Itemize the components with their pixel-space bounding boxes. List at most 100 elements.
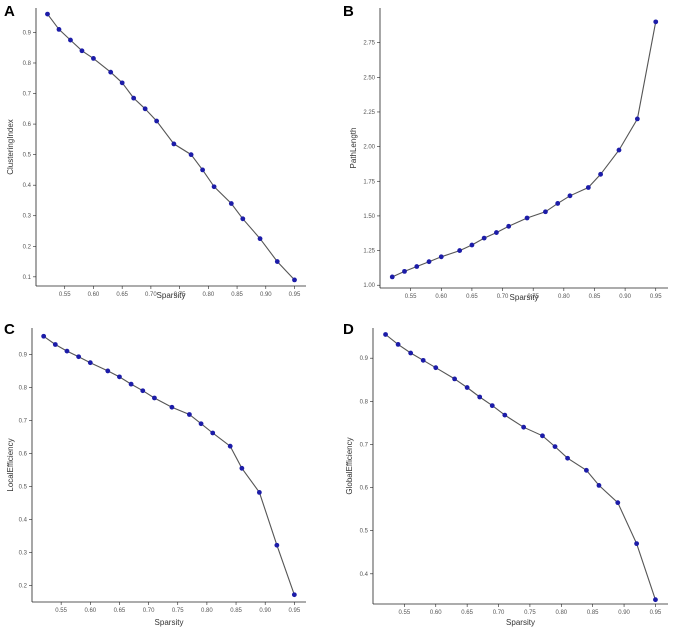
data-point [457, 248, 463, 253]
data-point [420, 357, 426, 363]
data-point [540, 433, 545, 439]
y-tick-label: 0.9 [23, 30, 32, 36]
panel-letter: A [4, 3, 15, 20]
data-point [240, 216, 246, 222]
panel-letter: B [343, 3, 354, 20]
series-line [392, 21, 657, 278]
data-point [142, 106, 148, 112]
data-point [585, 185, 591, 190]
y-tick-label: 0.4 [23, 183, 32, 189]
data-point [108, 69, 114, 75]
y-tick-label: 0.6 [23, 122, 32, 128]
data-point [502, 412, 508, 418]
x-tick-label: 0.70 [497, 294, 509, 300]
data-point [543, 209, 548, 215]
x-axis-title: Sparsity [155, 618, 184, 627]
data-point [433, 365, 439, 371]
data-point [464, 385, 470, 390]
y-tick-label: 0.4 [19, 517, 28, 523]
data-point [211, 184, 217, 190]
data-point [615, 500, 621, 506]
y-tick-label: 0.9 [19, 352, 28, 358]
y-tick-label: 0.2 [19, 583, 28, 589]
y-tick-label: 0.3 [19, 550, 28, 556]
data-point [584, 467, 589, 473]
data-point [76, 354, 82, 360]
data-point [469, 242, 475, 248]
y-tick-label: 1.50 [363, 214, 375, 220]
data-point [187, 412, 192, 417]
data-point [408, 350, 414, 356]
data-point [521, 424, 527, 430]
y-tick-label: 0.1 [23, 275, 32, 281]
y-axis-title: GlobalEfficiency [345, 437, 354, 494]
series-line [43, 335, 295, 595]
panel-letter: D [343, 321, 354, 338]
data-point [152, 395, 157, 401]
data-point [256, 490, 262, 495]
panel-a: A 0.55 0.60 0.65 0.70 0.75 0.80 0.85 0.90 0.95 0.1… [4, 3, 306, 300]
series-line [385, 334, 656, 600]
data-point [414, 264, 420, 269]
data-point [119, 80, 125, 86]
data-point [395, 341, 401, 347]
data-point [494, 230, 499, 235]
y-axis-title: ClusteringIndex [6, 119, 15, 175]
x-tick-label: 0.75 [172, 608, 184, 614]
x-tick-label: 0.60 [430, 610, 442, 616]
x-tick-label: 0.95 [289, 292, 301, 298]
x-tick-label: 0.80 [202, 292, 214, 298]
x-tick-label: 0.70 [143, 608, 155, 614]
data-point [426, 259, 432, 265]
data-point [128, 381, 134, 387]
y-tick-label: 0.7 [360, 442, 369, 448]
y-tick-label: 1.75 [363, 179, 375, 185]
y-tick-label: 0.7 [23, 92, 32, 98]
data-point [140, 388, 146, 394]
data-point [79, 48, 85, 54]
x-tick-label: 0.65 [461, 610, 473, 616]
data-point [171, 141, 177, 147]
x-tick-label: 0.55 [59, 292, 71, 298]
data-point [200, 167, 205, 173]
panel-c: C 0.55 0.60 0.65 0.70 0.75 0.80 0.85 0.90 0.95 0.2… [4, 321, 306, 627]
x-tick-label: 0.85 [230, 608, 242, 614]
x-tick-label: 0.55 [55, 608, 67, 614]
data-point [188, 152, 194, 158]
y-tick-label: 0.6 [19, 451, 28, 457]
y-tick-label: 2.50 [363, 75, 375, 81]
x-tick-label: 0.80 [201, 608, 213, 614]
x-tick-label: 0.75 [174, 292, 186, 298]
x-tick-label: 0.85 [231, 292, 243, 298]
x-tick-label: 0.90 [260, 292, 272, 298]
data-point [552, 444, 558, 449]
y-tick-label: 0.5 [19, 484, 28, 490]
data-point [292, 277, 297, 283]
data-point [616, 147, 622, 153]
x-tick-label: 0.80 [555, 610, 567, 616]
data-point [68, 37, 73, 43]
x-tick-label: 0.75 [527, 294, 539, 300]
x-tick-label: 0.90 [619, 294, 631, 300]
data-point [567, 193, 573, 199]
data-point [389, 274, 395, 280]
data-point [506, 223, 512, 229]
y-tick-label: 0.8 [19, 385, 28, 391]
x-tick-label: 0.60 [435, 294, 447, 300]
x-tick-label: 0.65 [114, 608, 126, 614]
data-point [452, 376, 457, 382]
data-point [634, 116, 640, 122]
data-point [438, 254, 444, 260]
data-point [555, 201, 561, 206]
data-point [291, 592, 297, 598]
x-tick-label: 0.65 [466, 294, 478, 300]
y-tick-label: 0.9 [360, 356, 369, 362]
y-tick-label: 0.5 [360, 529, 369, 535]
y-tick-label: 1.25 [363, 249, 375, 255]
data-point [91, 56, 96, 61]
data-point [653, 19, 659, 25]
y-axis-title: LocalEfficiency [6, 438, 15, 491]
data-point [598, 171, 603, 177]
data-point [565, 455, 570, 461]
